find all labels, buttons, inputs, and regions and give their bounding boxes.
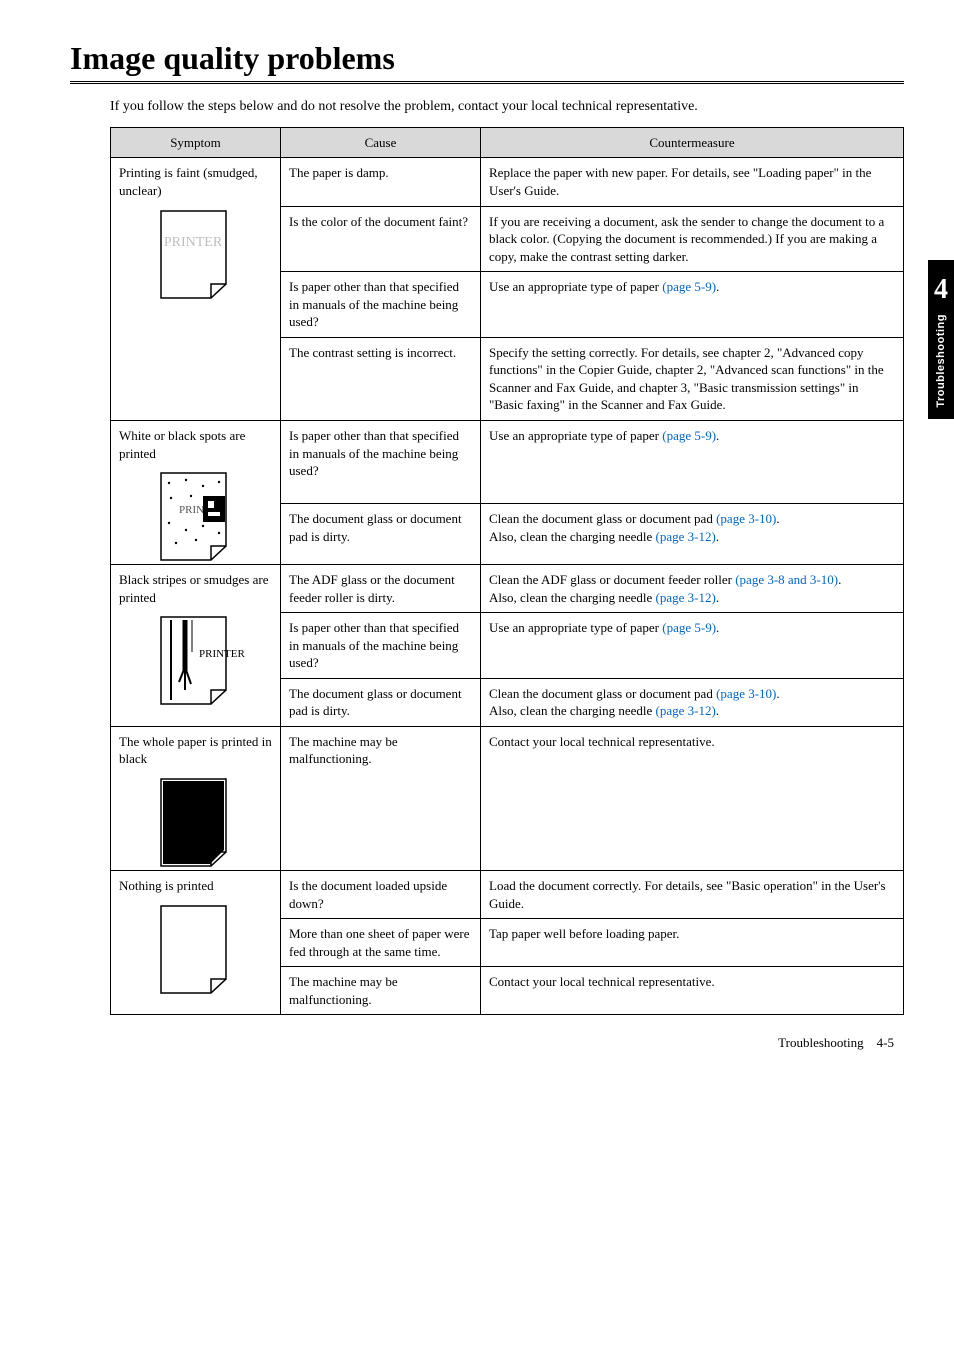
chapter-tab: 4 Troubleshooting (928, 260, 954, 419)
page-title: Image quality problems (70, 40, 904, 84)
countermeasure-cell: Clean the document glass or document pad… (481, 504, 904, 565)
countermeasure-cell: Contact your local technical representat… (481, 967, 904, 1015)
symptom-text: White or black spots are printed (119, 427, 272, 462)
header-countermeasure: Countermeasure (481, 127, 904, 158)
cause-cell: The document glass or document pad is di… (281, 678, 481, 726)
page-link[interactable]: (page 5-9) (662, 620, 716, 635)
faint-icon: PRINTER (141, 206, 251, 296)
table-row: Printing is faint (smudged, unclear) PRI… (111, 158, 904, 206)
chapter-label: Troubleshooting (935, 314, 947, 408)
table-row: The whole paper is printed in black The … (111, 726, 904, 870)
table-row: Black stripes or smudges are printed PRI… (111, 565, 904, 613)
symptom-cell: Printing is faint (smudged, unclear) PRI… (111, 158, 281, 421)
countermeasure-cell: Specify the setting correctly. For detai… (481, 337, 904, 420)
symptom-text: Printing is faint (smudged, unclear) (119, 164, 272, 199)
cause-cell: The ADF glass or the document feeder rol… (281, 565, 481, 613)
countermeasure-cell: Clean the ADF glass or document feeder r… (481, 565, 904, 613)
page-link[interactable]: (page 3-12) (656, 590, 716, 605)
cause-cell: Is paper other than that specified in ma… (281, 613, 481, 679)
countermeasure-cell: If you are receiving a document, ask the… (481, 206, 904, 272)
page-link[interactable]: (page 3-10) (716, 511, 776, 526)
footer-page: 4-5 (877, 1035, 894, 1050)
svg-text:PRINTER: PRINTER (199, 648, 246, 660)
countermeasure-cell: Use an appropriate type of paper (page 5… (481, 272, 904, 338)
cause-cell: Is paper other than that specified in ma… (281, 272, 481, 338)
troubleshooting-table: Symptom Cause Countermeasure Printing is… (110, 127, 904, 1015)
symptom-text: The whole paper is printed in black (119, 733, 272, 768)
page-link[interactable]: (page 3-12) (656, 529, 716, 544)
blank-icon (141, 901, 251, 991)
header-symptom: Symptom (111, 127, 281, 158)
cause-cell: Is the color of the document faint? (281, 206, 481, 272)
intro-text: If you follow the steps below and do not… (110, 98, 904, 117)
cause-cell: The contrast setting is incorrect. (281, 337, 481, 420)
svg-text:PRINTER: PRINTER (163, 235, 222, 250)
countermeasure-cell: Use an appropriate type of paper (page 5… (481, 613, 904, 679)
black-icon (141, 774, 251, 864)
chapter-number: 4 (934, 274, 948, 306)
countermeasure-cell: Clean the document glass or document pad… (481, 678, 904, 726)
page-footer: Troubleshooting 4-5 (70, 1035, 904, 1051)
cause-cell: More than one sheet of paper were fed th… (281, 919, 481, 967)
countermeasure-cell: Contact your local technical representat… (481, 726, 904, 870)
page-link[interactable]: (page 5-9) (662, 279, 716, 294)
countermeasure-cell: Use an appropriate type of paper (page 5… (481, 421, 904, 504)
cause-cell: Is the document loaded upside down? (281, 871, 481, 919)
symptom-text: Nothing is printed (119, 877, 272, 895)
page-link[interactable]: (page 3-8 and 3-10) (735, 572, 838, 587)
footer-label: Troubleshooting (778, 1035, 863, 1050)
page-link[interactable]: (page 3-12) (656, 703, 716, 718)
table-row: Nothing is printed Is the document loade… (111, 871, 904, 919)
page-link[interactable]: (page 5-9) (662, 428, 716, 443)
page-link[interactable]: (page 3-10) (716, 686, 776, 701)
table-row: White or black spots are printed PRINTER… (111, 421, 904, 504)
symptom-cell: The whole paper is printed in black (111, 726, 281, 870)
stripes-icon: PRINTER (141, 612, 251, 702)
spots-icon: PRINTER (141, 468, 251, 558)
symptom-cell: Nothing is printed (111, 871, 281, 1015)
header-cause: Cause (281, 127, 481, 158)
cause-cell: The document glass or document pad is di… (281, 504, 481, 565)
countermeasure-cell: Tap paper well before loading paper. (481, 919, 904, 967)
symptom-cell: White or black spots are printed PRINTER (111, 421, 281, 565)
countermeasure-cell: Load the document correctly. For details… (481, 871, 904, 919)
symptom-text: Black stripes or smudges are printed (119, 571, 272, 606)
cause-cell: The machine may be malfunctioning. (281, 967, 481, 1015)
cause-cell: The machine may be malfunctioning. (281, 726, 481, 870)
cause-cell: Is paper other than that specified in ma… (281, 421, 481, 504)
cause-cell: The paper is damp. (281, 158, 481, 206)
countermeasure-cell: Replace the paper with new paper. For de… (481, 158, 904, 206)
symptom-cell: Black stripes or smudges are printed PRI… (111, 565, 281, 727)
